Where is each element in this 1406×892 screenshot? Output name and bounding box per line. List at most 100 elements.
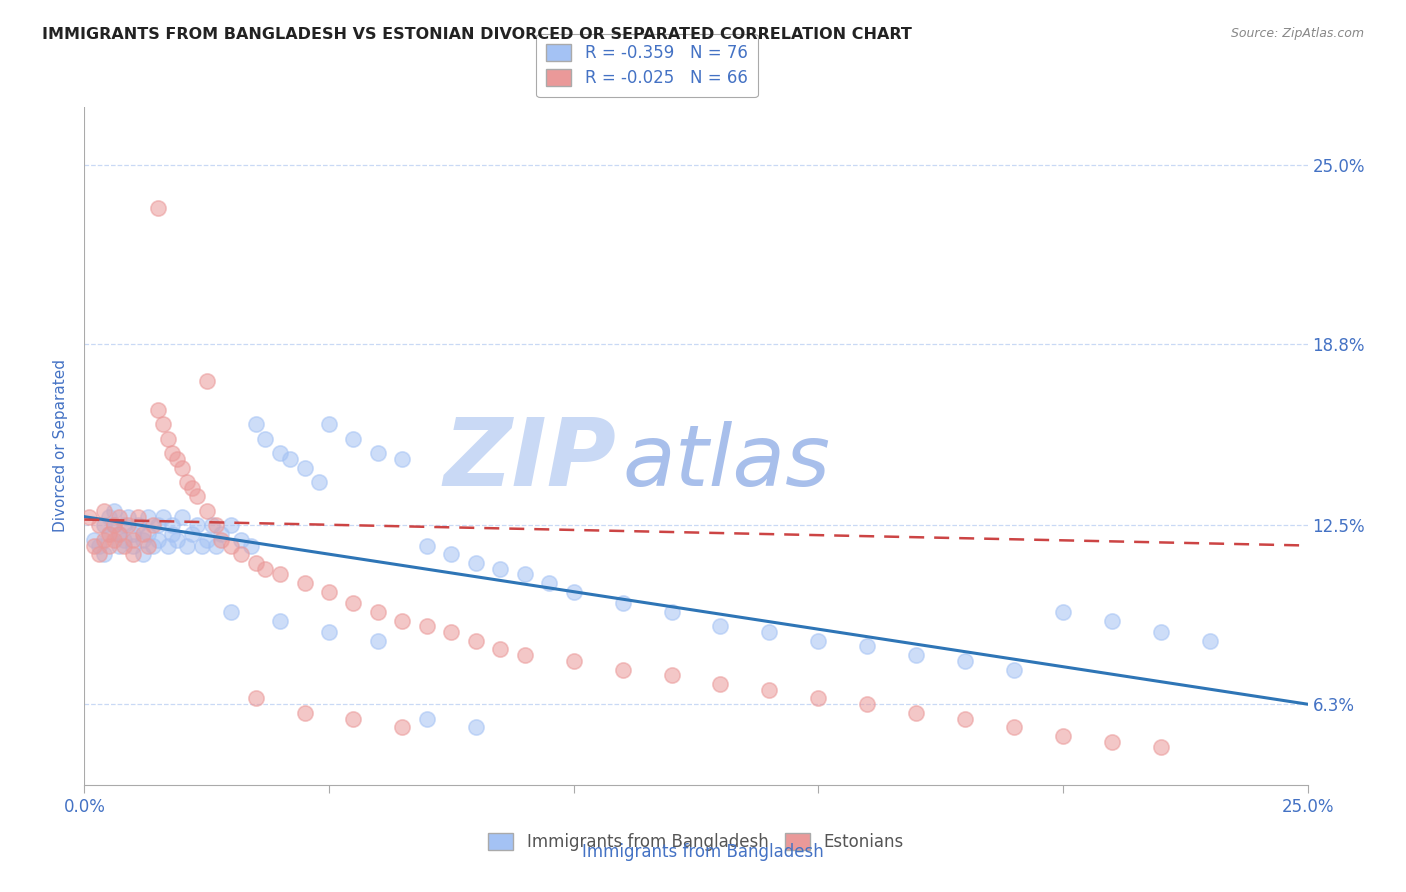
Point [856, 640, 879, 654]
Point [132, 533, 155, 547]
Point [146, 533, 169, 547]
Point [342, 432, 364, 446]
Point [205, 518, 228, 533]
Point [176, 539, 198, 553]
Point [905, 648, 928, 662]
Point [513, 648, 536, 662]
Point [538, 576, 561, 591]
Point [391, 614, 413, 628]
Point [416, 619, 439, 633]
Point [416, 539, 439, 553]
Point [127, 509, 149, 524]
Point [856, 697, 879, 711]
Point [181, 481, 204, 495]
Point [269, 614, 291, 628]
Point [186, 518, 208, 533]
Y-axis label: Divorced or Separated: Divorced or Separated [53, 359, 69, 533]
Point [294, 460, 316, 475]
Point [269, 446, 291, 460]
Point [93, 547, 115, 561]
Point [464, 633, 486, 648]
Point [97, 509, 120, 524]
Point [1198, 633, 1220, 648]
Point [97, 527, 120, 541]
Point [162, 446, 184, 460]
Point [87, 539, 110, 553]
Point [103, 504, 125, 518]
Point [172, 460, 194, 475]
Point [209, 527, 232, 541]
Point [136, 509, 159, 524]
Point [107, 527, 129, 541]
Point [758, 682, 780, 697]
Point [103, 533, 125, 547]
Point [162, 527, 184, 541]
Point [162, 518, 184, 533]
Point [612, 663, 634, 677]
Point [229, 533, 252, 547]
Point [661, 668, 683, 682]
Point [142, 518, 165, 533]
Point [905, 706, 928, 720]
Point [562, 654, 585, 668]
Point [195, 533, 218, 547]
Point [122, 547, 145, 561]
Point [176, 475, 198, 489]
Point [294, 576, 316, 591]
Point [117, 509, 139, 524]
Point [464, 556, 486, 570]
Point [807, 691, 830, 706]
Legend: Immigrants from Bangladesh, Estonians: Immigrants from Bangladesh, Estonians [482, 827, 910, 858]
Point [367, 605, 389, 619]
Point [156, 432, 179, 446]
Point [205, 539, 228, 553]
Point [93, 533, 115, 547]
Point [513, 567, 536, 582]
Point [709, 677, 731, 691]
Point [219, 605, 242, 619]
Point [318, 625, 340, 640]
Point [87, 547, 110, 561]
Point [112, 518, 135, 533]
Point [97, 527, 120, 541]
Point [489, 561, 512, 575]
Point [127, 518, 149, 533]
Point [77, 509, 100, 524]
Point [107, 539, 129, 553]
Point [112, 539, 135, 553]
Point [245, 556, 267, 570]
Point [112, 533, 135, 547]
Point [391, 720, 413, 734]
Point [1150, 740, 1173, 755]
Text: Source: ZipAtlas.com: Source: ZipAtlas.com [1230, 27, 1364, 40]
Point [416, 712, 439, 726]
Point [318, 417, 340, 432]
Point [152, 417, 174, 432]
Point [166, 533, 188, 547]
Point [367, 633, 389, 648]
Point [612, 596, 634, 610]
Point [1002, 663, 1025, 677]
Point [132, 527, 155, 541]
Point [367, 446, 389, 460]
Point [219, 539, 242, 553]
Point [254, 432, 277, 446]
Text: Immigrants from Bangladesh: Immigrants from Bangladesh [582, 843, 824, 861]
Point [200, 518, 222, 533]
Point [1101, 614, 1123, 628]
Point [146, 403, 169, 417]
Point [142, 539, 165, 553]
Text: atlas: atlas [623, 421, 831, 505]
Point [489, 642, 512, 657]
Point [953, 712, 976, 726]
Point [103, 518, 125, 533]
Point [209, 533, 232, 547]
Point [191, 539, 214, 553]
Point [807, 633, 830, 648]
Point [195, 504, 218, 518]
Point [245, 691, 267, 706]
Point [278, 452, 301, 467]
Point [146, 518, 169, 533]
Point [1002, 720, 1025, 734]
Point [269, 567, 291, 582]
